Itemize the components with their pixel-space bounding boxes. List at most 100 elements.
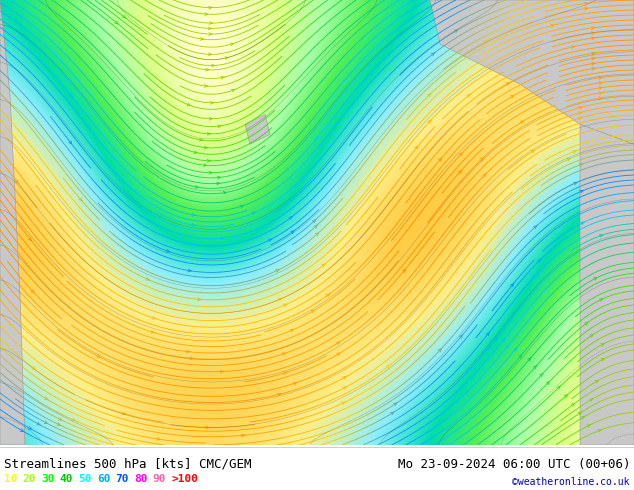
FancyArrowPatch shape — [192, 214, 195, 216]
FancyArrowPatch shape — [438, 158, 442, 161]
FancyArrowPatch shape — [486, 333, 489, 336]
FancyArrowPatch shape — [531, 150, 534, 153]
FancyArrowPatch shape — [601, 358, 605, 361]
FancyArrowPatch shape — [598, 87, 602, 89]
Text: 70: 70 — [115, 474, 129, 484]
Text: 50: 50 — [79, 474, 92, 484]
Text: ©weatheronline.co.uk: ©weatheronline.co.uk — [512, 477, 630, 487]
FancyArrowPatch shape — [403, 270, 405, 272]
FancyArrowPatch shape — [209, 22, 212, 24]
FancyArrowPatch shape — [540, 373, 543, 377]
FancyArrowPatch shape — [590, 334, 593, 337]
FancyArrowPatch shape — [58, 417, 62, 420]
FancyArrowPatch shape — [231, 89, 235, 92]
FancyArrowPatch shape — [44, 397, 48, 400]
Text: 90: 90 — [153, 474, 166, 484]
FancyArrowPatch shape — [15, 180, 18, 183]
FancyArrowPatch shape — [592, 52, 595, 55]
Polygon shape — [430, 0, 634, 144]
FancyArrowPatch shape — [574, 182, 577, 185]
FancyArrowPatch shape — [278, 298, 282, 301]
Text: Streamlines 500 hPa [kts] CMC/GEM: Streamlines 500 hPa [kts] CMC/GEM — [4, 458, 252, 470]
FancyArrowPatch shape — [186, 350, 190, 353]
FancyArrowPatch shape — [501, 339, 505, 342]
FancyArrowPatch shape — [595, 380, 598, 383]
FancyArrowPatch shape — [20, 429, 24, 432]
FancyArrowPatch shape — [520, 121, 524, 123]
FancyArrowPatch shape — [580, 191, 583, 193]
FancyArrowPatch shape — [316, 232, 319, 236]
FancyArrowPatch shape — [28, 427, 32, 429]
FancyArrowPatch shape — [217, 176, 221, 179]
FancyArrowPatch shape — [592, 57, 595, 60]
FancyArrowPatch shape — [592, 62, 595, 65]
FancyArrowPatch shape — [585, 322, 588, 325]
FancyArrowPatch shape — [122, 412, 126, 415]
FancyArrowPatch shape — [69, 94, 72, 97]
Text: 40: 40 — [60, 474, 74, 484]
FancyArrowPatch shape — [223, 192, 226, 194]
Polygon shape — [580, 124, 634, 445]
FancyArrowPatch shape — [514, 348, 517, 351]
FancyArrowPatch shape — [415, 147, 418, 149]
FancyArrowPatch shape — [220, 370, 223, 373]
FancyArrowPatch shape — [394, 403, 397, 406]
FancyArrowPatch shape — [592, 32, 595, 34]
FancyArrowPatch shape — [283, 372, 287, 374]
FancyArrowPatch shape — [567, 158, 570, 161]
FancyArrowPatch shape — [598, 92, 602, 95]
FancyArrowPatch shape — [194, 151, 197, 153]
FancyArrowPatch shape — [506, 345, 508, 348]
FancyArrowPatch shape — [29, 238, 31, 241]
FancyArrowPatch shape — [192, 223, 195, 226]
FancyArrowPatch shape — [581, 416, 585, 419]
FancyArrowPatch shape — [209, 53, 212, 56]
FancyArrowPatch shape — [205, 13, 208, 16]
Text: >100: >100 — [171, 474, 198, 484]
FancyArrowPatch shape — [187, 103, 191, 106]
FancyArrowPatch shape — [252, 212, 256, 215]
FancyArrowPatch shape — [592, 68, 595, 70]
FancyArrowPatch shape — [538, 259, 541, 263]
FancyArrowPatch shape — [209, 172, 212, 174]
FancyArrowPatch shape — [534, 225, 537, 229]
FancyArrowPatch shape — [68, 141, 72, 144]
FancyArrowPatch shape — [326, 294, 330, 297]
FancyArrowPatch shape — [79, 197, 82, 201]
FancyArrowPatch shape — [242, 434, 245, 437]
FancyArrowPatch shape — [601, 343, 605, 346]
FancyArrowPatch shape — [519, 354, 522, 358]
FancyArrowPatch shape — [480, 158, 483, 161]
FancyArrowPatch shape — [564, 394, 567, 398]
FancyArrowPatch shape — [598, 81, 602, 84]
FancyArrowPatch shape — [174, 224, 178, 227]
FancyArrowPatch shape — [314, 137, 318, 141]
FancyArrowPatch shape — [200, 138, 203, 141]
FancyArrowPatch shape — [290, 230, 294, 234]
FancyArrowPatch shape — [533, 365, 537, 369]
FancyArrowPatch shape — [190, 357, 193, 360]
FancyArrowPatch shape — [207, 159, 210, 162]
FancyArrowPatch shape — [590, 399, 593, 402]
Text: Mo 23-09-2024 06:00 UTC (00+06): Mo 23-09-2024 06:00 UTC (00+06) — [398, 458, 630, 470]
FancyArrowPatch shape — [578, 412, 581, 415]
FancyArrowPatch shape — [571, 403, 575, 407]
FancyArrowPatch shape — [467, 94, 470, 97]
FancyArrowPatch shape — [204, 85, 207, 87]
FancyArrowPatch shape — [209, 33, 212, 35]
FancyArrowPatch shape — [204, 146, 207, 149]
FancyArrowPatch shape — [289, 216, 292, 220]
FancyArrowPatch shape — [581, 222, 585, 225]
FancyArrowPatch shape — [438, 348, 441, 352]
FancyArrowPatch shape — [268, 239, 272, 242]
FancyArrowPatch shape — [592, 26, 595, 29]
FancyArrowPatch shape — [579, 164, 583, 166]
FancyArrowPatch shape — [387, 365, 390, 368]
FancyArrowPatch shape — [391, 412, 394, 415]
FancyArrowPatch shape — [206, 68, 209, 71]
FancyArrowPatch shape — [217, 182, 220, 185]
FancyArrowPatch shape — [510, 96, 514, 98]
FancyArrowPatch shape — [151, 331, 154, 333]
FancyArrowPatch shape — [188, 269, 191, 272]
FancyArrowPatch shape — [557, 386, 560, 389]
